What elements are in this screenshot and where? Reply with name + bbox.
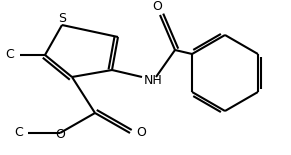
Text: C: C [14,126,23,140]
Text: NH: NH [144,73,163,86]
Text: C: C [5,49,14,62]
Text: O: O [136,126,146,140]
Text: O: O [152,0,162,13]
Text: S: S [58,11,66,24]
Text: O: O [55,128,65,140]
